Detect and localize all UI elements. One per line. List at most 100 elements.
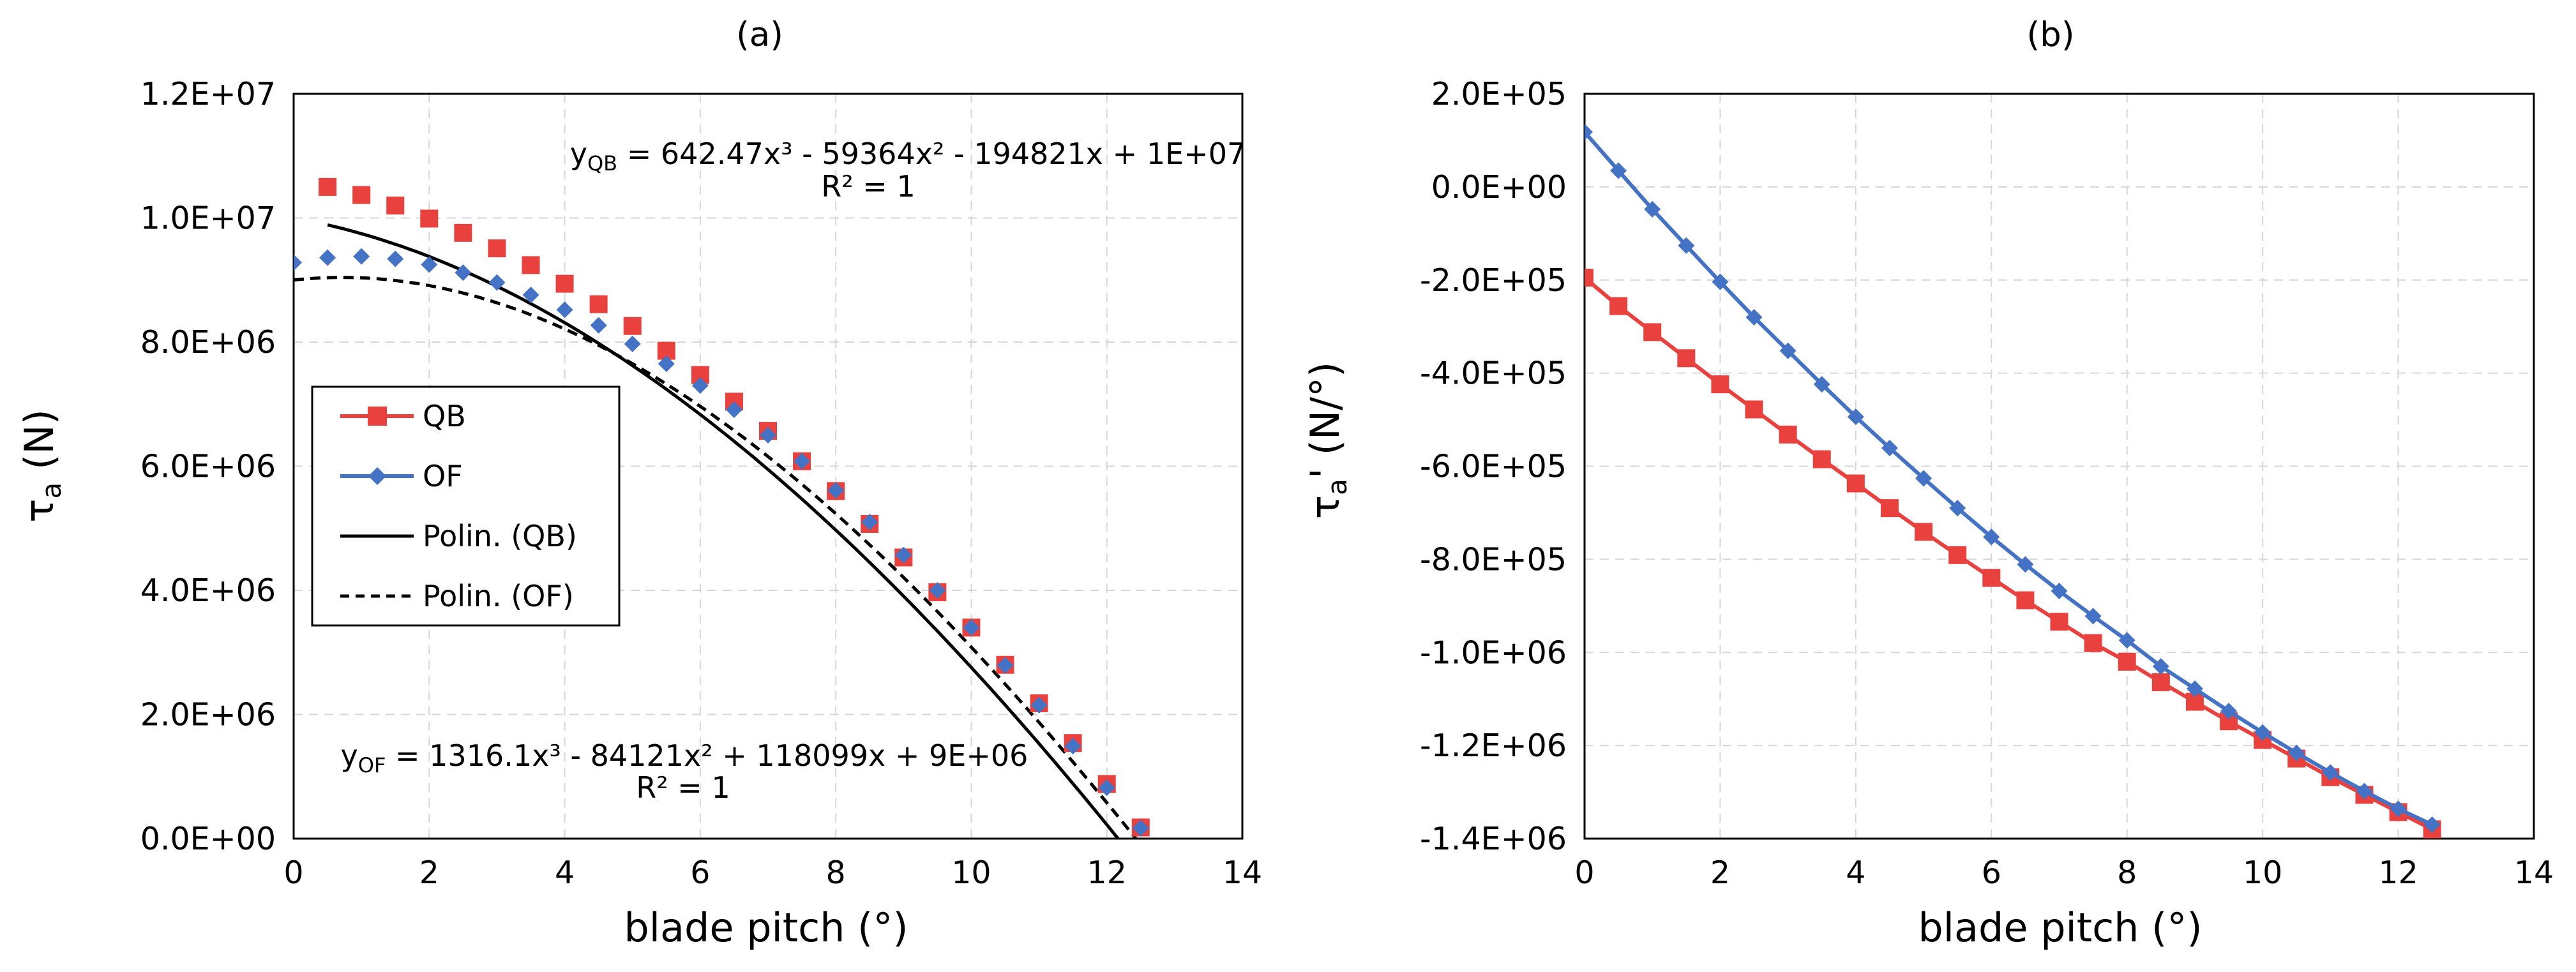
data-point-of	[1585, 123, 1593, 140]
legend-item-polin-qb: Polin. (QB)	[340, 519, 577, 553]
data-point-qb	[2151, 673, 2170, 691]
data-point-of	[2356, 782, 2373, 800]
of-r2-text: R² = 1	[636, 770, 730, 805]
data-point-qb	[1643, 323, 1662, 341]
data-point-of	[1064, 738, 1081, 755]
data-point-qb	[319, 177, 337, 196]
panel-a-x-tick-label: 2	[419, 855, 439, 891]
data-point-of	[658, 355, 675, 373]
series-line-of	[1585, 130, 2433, 826]
data-point-of	[1881, 440, 1898, 457]
panel-b-y-title-sub: a	[1322, 479, 1353, 495]
data-point-qb	[1779, 425, 1797, 444]
panel-b-y-tick-label: -4.0E+05	[1420, 355, 1567, 392]
data-point-qb	[352, 186, 371, 204]
data-point-qb	[555, 274, 574, 293]
panel-a-series	[294, 177, 1150, 837]
data-point-of	[1949, 500, 1966, 517]
panel-b-y-tick-label: -6.0E+05	[1420, 449, 1567, 485]
data-point-of	[421, 256, 438, 273]
panel-a-y-axis-title: τa (N)	[16, 409, 67, 523]
data-point-of	[2017, 556, 2034, 573]
data-point-qb	[1982, 569, 2001, 587]
panel-a-x-tick-label: 4	[555, 855, 575, 891]
data-point-of	[794, 452, 811, 470]
panel-b-y-tick-label: 0.0E+00	[1431, 169, 1567, 206]
panel-b-x-tick-label: 6	[1982, 855, 2001, 891]
panel-a-y-tick-label: 1.2E+07	[140, 76, 276, 112]
series-line-qb	[1585, 276, 2434, 832]
panel-b-series	[1585, 123, 2441, 839]
data-point-of	[929, 582, 946, 599]
legend-item-polin-of: Polin. (OF)	[340, 579, 574, 613]
panel-b-y-tick-label: 2.0E+05	[1431, 76, 1567, 112]
data-point-of	[2390, 800, 2407, 818]
panel-b-x-tick-label: 2	[1710, 855, 1730, 891]
data-point-qb	[454, 223, 472, 242]
panel-a-y-title-base: τ	[16, 498, 63, 522]
panel-a-y-title-sub: a	[36, 482, 67, 499]
data-point-of	[895, 546, 912, 564]
data-point-qb	[1745, 400, 1763, 419]
data-point-qb	[589, 295, 608, 313]
data-point-qb	[1846, 474, 1865, 493]
panel-b-x-tick-label: 14	[2514, 855, 2554, 891]
of-equation-text: yOF = 1316.1x³ - 84121x² + 118099x + 9E+…	[341, 738, 1028, 777]
data-point-of	[1030, 696, 1048, 714]
qb-equation-body: = 642.47x³ - 59364x² - 194821x + 1E+07	[617, 137, 1246, 171]
panel-a-y-tick-label: 8.0E+06	[140, 324, 276, 361]
chart-panel-a: (a) 0 2 4 6 8 10 12 14 0.0E+00 2.0E+06 4.0E+06 6.0E…	[16, 15, 1262, 951]
qb-r2-text: R² = 1	[821, 169, 915, 204]
legend-qb-marker	[368, 407, 387, 426]
data-point-of	[1644, 200, 1661, 218]
data-point-of	[556, 301, 573, 318]
qb-equation-y: y	[570, 137, 587, 171]
data-point-of	[1915, 470, 1932, 487]
data-point-of	[294, 254, 302, 271]
data-point-of	[963, 619, 980, 636]
legend-item-qb: QB	[340, 399, 466, 433]
data-point-qb	[522, 256, 540, 274]
data-point-of	[1132, 819, 1149, 837]
data-point-qb	[2016, 591, 2035, 609]
data-point-of	[1983, 528, 2000, 546]
data-point-of	[1098, 779, 1115, 796]
panel-b-y-title-base: τ	[1302, 495, 1348, 519]
data-point-of	[861, 514, 878, 531]
legend-polin-qb-label: Polin. (QB)	[423, 519, 577, 553]
data-point-qb	[1609, 297, 1628, 315]
data-point-of	[2288, 744, 2305, 761]
data-point-of	[522, 287, 539, 304]
data-point-qb	[1585, 269, 1593, 287]
legend-polin-of-label: Polin. (OF)	[423, 579, 574, 613]
data-point-of	[2423, 816, 2441, 834]
legend-of-marker	[368, 467, 386, 485]
data-point-of	[2254, 724, 2271, 741]
data-point-of	[1678, 237, 1695, 254]
data-point-qb	[488, 239, 506, 258]
panel-a-x-tick-label: 0	[283, 855, 303, 891]
panel-b-x-tick-label: 12	[2378, 855, 2418, 891]
panel-b-y-tick-label: -1.0E+06	[1420, 634, 1567, 671]
of-equation-y: y	[341, 738, 358, 773]
data-point-of	[488, 274, 506, 291]
data-point-of	[1610, 162, 1627, 179]
trendline-polin-of	[294, 276, 1138, 839]
chart-panel-b: (b) 0 2 4 6 8 10 12 14 -1.4E+06 -1.2E+06 -1.0E+06 -…	[1302, 15, 2554, 951]
data-point-of	[691, 377, 709, 394]
panel-a-x-tick-label: 6	[690, 855, 710, 891]
panel-a-x-tick-label: 10	[951, 855, 991, 891]
legend-item-of: OF	[340, 459, 463, 493]
data-point-of	[1779, 342, 1796, 359]
data-point-of	[319, 249, 336, 266]
panel-b-y-tick-label: -8.0E+05	[1420, 541, 1567, 578]
panel-a-plot-frame	[292, 93, 1244, 840]
data-point-of	[2186, 680, 2203, 698]
data-point-qb	[1915, 523, 1933, 541]
panel-b-x-tick-label: 0	[1574, 855, 1594, 891]
panel-a-label: (a)	[736, 15, 783, 54]
panel-b-x-tick-label: 4	[1846, 855, 1865, 891]
data-point-of	[827, 482, 845, 499]
panel-b-ticks: 0 2 4 6 8 10 12 14 -1.4E+06 -1.2E+06 -1.0E+06 -8.0E…	[1420, 76, 2554, 891]
